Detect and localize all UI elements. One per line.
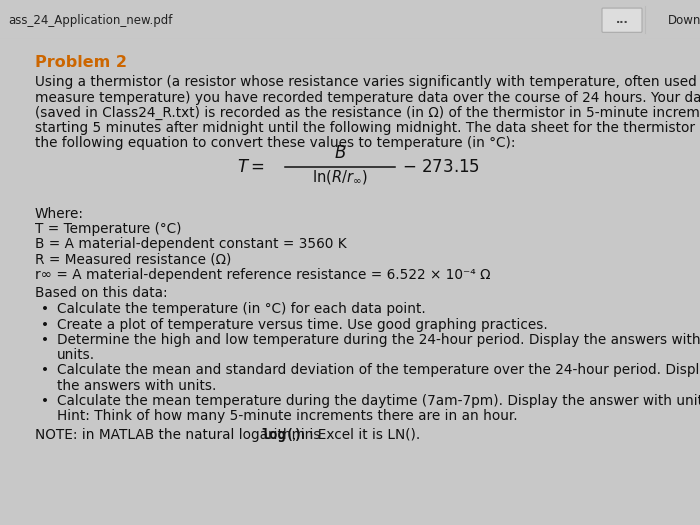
Text: B = A material-dependent constant = 3560 K: B = A material-dependent constant = 3560… [35,237,346,251]
Text: R = Measured resistance (Ω): R = Measured resistance (Ω) [35,253,232,267]
Text: (saved in Class24_R.txt) is recorded as the resistance (in Ω) of the thermistor : (saved in Class24_R.txt) is recorded as … [35,106,700,120]
Text: T = Temperature (°C): T = Temperature (°C) [35,222,181,236]
Text: $\mathrm{ln}(\mathit{R}/\mathit{r}_{\infty})$: $\mathrm{ln}(\mathit{R}/\mathit{r}_{\inf… [312,168,368,186]
Text: Based on this data:: Based on this data: [35,286,167,300]
Text: the following equation to convert these values to temperature (in °C):: the following equation to convert these … [35,136,515,150]
Text: •: • [41,302,49,317]
Text: Using a thermistor (a resistor whose resistance varies significantly with temper: Using a thermistor (a resistor whose res… [35,76,700,89]
Text: Calculate the mean temperature during the daytime (7am-7pm). Display the answer : Calculate the mean temperature during th… [57,394,700,408]
Text: ass_24_Application_new.pdf: ass_24_Application_new.pdf [8,14,172,27]
Text: , in Excel it is LN().: , in Excel it is LN(). [292,428,420,443]
Text: Down: Down [668,14,700,27]
Text: $\mathit{B}$: $\mathit{B}$ [334,145,346,162]
Text: Calculate the mean and standard deviation of the temperature over the 24-hour pe: Calculate the mean and standard deviatio… [57,363,700,377]
Text: measure temperature) you have recorded temperature data over the course of 24 ho: measure temperature) you have recorded t… [35,91,700,104]
FancyBboxPatch shape [602,8,642,33]
Text: the answers with units.: the answers with units. [57,379,216,393]
Text: units.: units. [57,348,95,362]
Text: •: • [41,363,49,377]
Text: NOTE: in MATLAB the natural logarithm is: NOTE: in MATLAB the natural logarithm is [35,428,325,443]
Text: ...: ... [615,15,629,25]
Text: Problem 2: Problem 2 [35,55,127,70]
Text: •: • [41,318,49,332]
Text: $\mathit{T}=$: $\mathit{T}=$ [237,160,265,176]
Text: •: • [41,333,49,347]
Text: •: • [41,394,49,408]
Text: Hint: Think of how many 5-minute increments there are in an hour.: Hint: Think of how many 5-minute increme… [57,409,517,423]
Text: Calculate the temperature (in °C) for each data point.: Calculate the temperature (in °C) for ea… [57,302,426,317]
Text: Where:: Where: [35,207,84,221]
Text: Determine the high and low temperature during the 24-hour period. Display the an: Determine the high and low temperature d… [57,333,700,347]
Text: starting 5 minutes after midnight until the following midnight. The data sheet f: starting 5 minutes after midnight until … [35,121,700,135]
Text: r∞ = A material-dependent reference resistance = 6.522 × 10⁻⁴ Ω: r∞ = A material-dependent reference resi… [35,268,491,282]
Text: $-\ 273.15$: $-\ 273.15$ [402,160,480,176]
Text: log(): log() [261,428,302,443]
Text: Create a plot of temperature versus time. Use good graphing practices.: Create a plot of temperature versus time… [57,318,547,332]
